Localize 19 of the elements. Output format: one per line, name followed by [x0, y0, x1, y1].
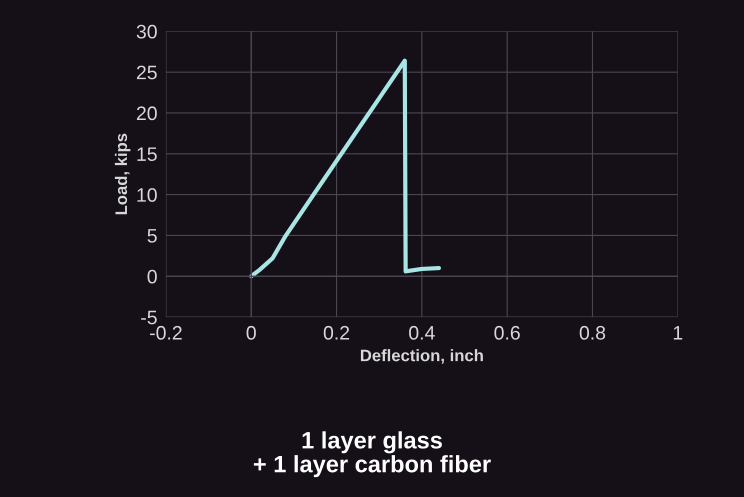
x-tick-label: 0.2 — [324, 326, 350, 340]
x-tick-label: 1 — [674, 326, 682, 340]
y-axis-title: Load, kips — [114, 134, 130, 214]
y-tick-label: 5 — [148, 229, 157, 243]
y-tick-label: 0 — [148, 270, 157, 284]
x-tick-label: -0.2 — [150, 326, 182, 340]
y-tick-label: 25 — [136, 66, 157, 80]
x-tick-label: 0 — [246, 326, 256, 340]
y-tick-label: 20 — [136, 106, 157, 120]
x-tick-label: 0.6 — [494, 326, 520, 340]
text: 1 layer glass + 1 layer carbon fiber — [254, 431, 491, 478]
y-tick-label: 15 — [137, 147, 157, 162]
y-tick-label: 30 — [136, 24, 157, 39]
x-tick-label: 0.4 — [409, 326, 435, 340]
line-series — [249, 58, 441, 278]
x-axis-title: Deflection, inch — [360, 349, 483, 364]
y-tick-label: -5 — [141, 310, 157, 324]
y-tick-label: 10 — [137, 188, 157, 202]
x-tick-label: 0.8 — [580, 326, 606, 340]
